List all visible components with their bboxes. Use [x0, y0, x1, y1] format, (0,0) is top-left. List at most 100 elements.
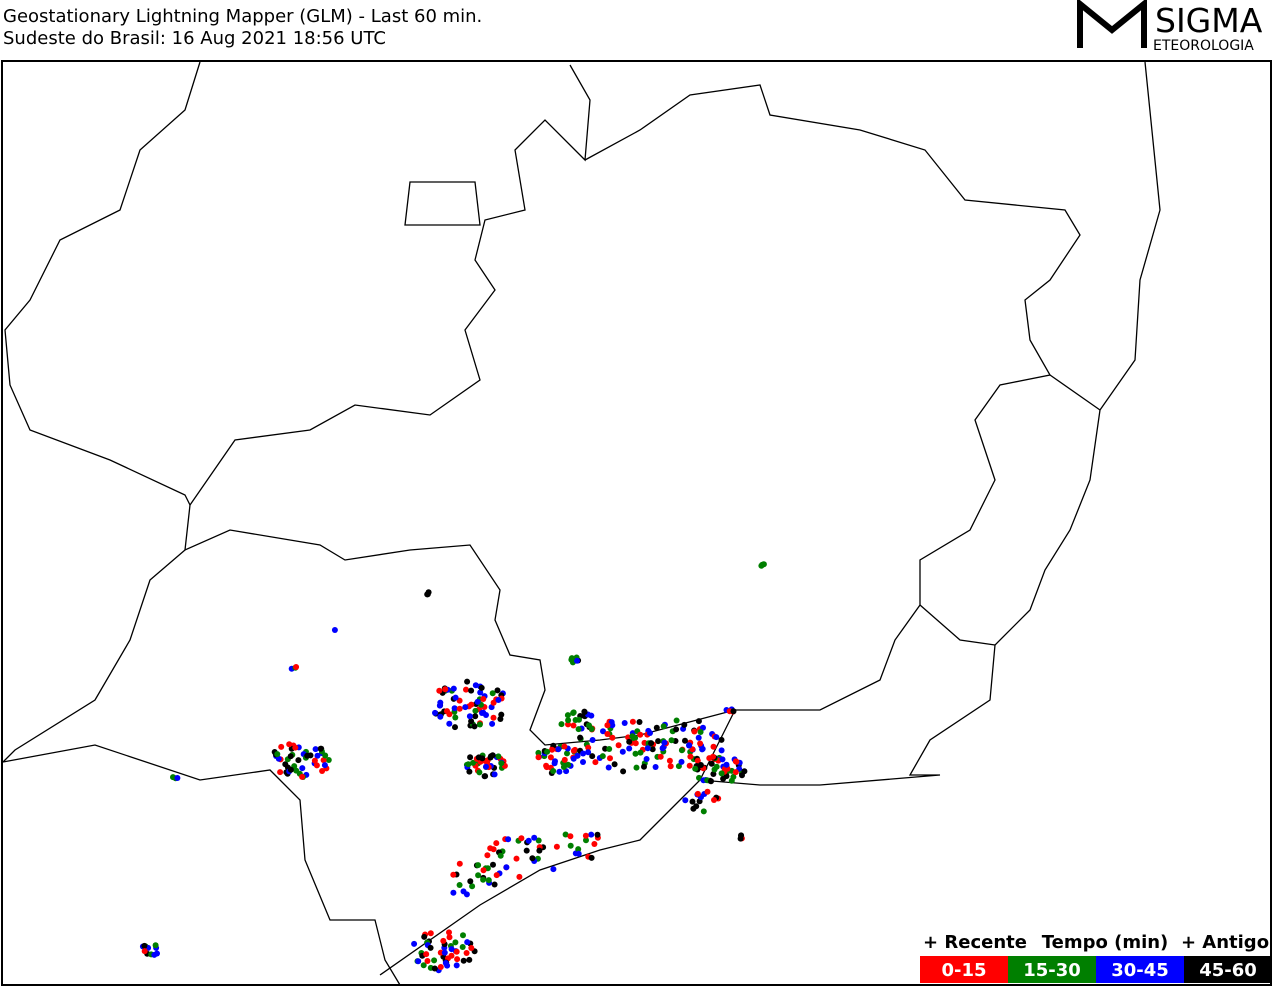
strike — [431, 957, 438, 964]
strike — [641, 763, 647, 770]
strike — [604, 722, 611, 729]
strike — [621, 720, 628, 726]
strike — [637, 731, 644, 738]
strike — [690, 805, 697, 812]
strike — [644, 745, 651, 752]
strike — [440, 937, 447, 944]
strike — [719, 756, 726, 763]
strike — [331, 627, 338, 633]
strike — [695, 734, 702, 741]
strike — [599, 753, 606, 760]
strike — [456, 705, 463, 712]
strike — [483, 712, 489, 718]
strike — [589, 737, 596, 743]
strike — [605, 764, 612, 771]
strike — [682, 797, 689, 804]
strike — [531, 834, 538, 841]
strike — [728, 777, 735, 784]
strike — [589, 753, 596, 760]
strike — [516, 873, 523, 880]
strike — [710, 743, 717, 750]
strike — [600, 728, 606, 735]
strike — [313, 762, 320, 769]
strike — [152, 942, 159, 949]
strike — [686, 742, 692, 749]
strike — [437, 964, 444, 970]
strike — [577, 734, 584, 741]
strike — [489, 720, 496, 727]
strike — [475, 872, 482, 879]
logo-mark — [1077, 0, 1147, 48]
strike — [708, 778, 714, 785]
strike — [472, 682, 479, 689]
strike — [550, 768, 557, 774]
strike — [691, 728, 698, 735]
legend-swatch — [1096, 956, 1184, 983]
strike — [697, 729, 704, 735]
strike — [543, 762, 550, 769]
strike — [653, 724, 660, 731]
strike — [513, 855, 520, 862]
strike — [468, 701, 475, 708]
strike — [477, 689, 484, 696]
strike — [556, 768, 563, 775]
strike — [536, 847, 543, 854]
strike — [490, 714, 497, 721]
strike — [699, 746, 706, 753]
strike — [480, 876, 487, 883]
strike — [427, 930, 434, 937]
strike — [450, 889, 457, 896]
legend-swatch — [1184, 956, 1272, 983]
legend-label: 0-15 — [941, 960, 986, 981]
strike — [643, 756, 650, 762]
strike — [452, 714, 459, 721]
strike — [282, 761, 289, 768]
strike — [465, 761, 472, 768]
strike — [692, 765, 699, 772]
strike — [611, 761, 618, 768]
strike — [581, 708, 588, 715]
strike — [277, 769, 284, 776]
strike — [696, 774, 702, 781]
strike — [604, 731, 611, 737]
strike — [552, 758, 558, 765]
strike — [468, 945, 475, 951]
strike — [660, 723, 667, 730]
strike — [673, 726, 680, 733]
strike — [469, 883, 476, 890]
strike — [583, 837, 589, 844]
strike — [411, 940, 418, 947]
strike — [498, 760, 505, 767]
strike — [456, 882, 463, 888]
strike — [553, 843, 560, 850]
strike — [475, 862, 482, 869]
strike — [295, 757, 302, 764]
strike — [278, 743, 285, 750]
strike — [710, 771, 717, 777]
strike — [275, 755, 282, 762]
strike — [299, 773, 306, 780]
strike — [503, 864, 510, 871]
strike — [657, 753, 664, 760]
strike — [632, 734, 639, 741]
strike — [704, 788, 711, 795]
strike — [523, 847, 530, 854]
strike — [493, 840, 500, 847]
strike — [474, 698, 481, 705]
strike — [460, 957, 467, 964]
strike — [286, 741, 293, 748]
strike — [632, 750, 639, 757]
legend-label: 15-30 — [1023, 960, 1081, 981]
strike — [562, 831, 569, 838]
strike — [454, 956, 461, 963]
strike — [489, 690, 496, 697]
strike — [420, 962, 427, 969]
strike — [320, 757, 327, 764]
strike — [558, 721, 565, 728]
strike — [476, 721, 483, 728]
strike — [668, 737, 675, 744]
strike — [470, 759, 476, 766]
strike — [686, 762, 693, 769]
strike — [307, 752, 314, 759]
